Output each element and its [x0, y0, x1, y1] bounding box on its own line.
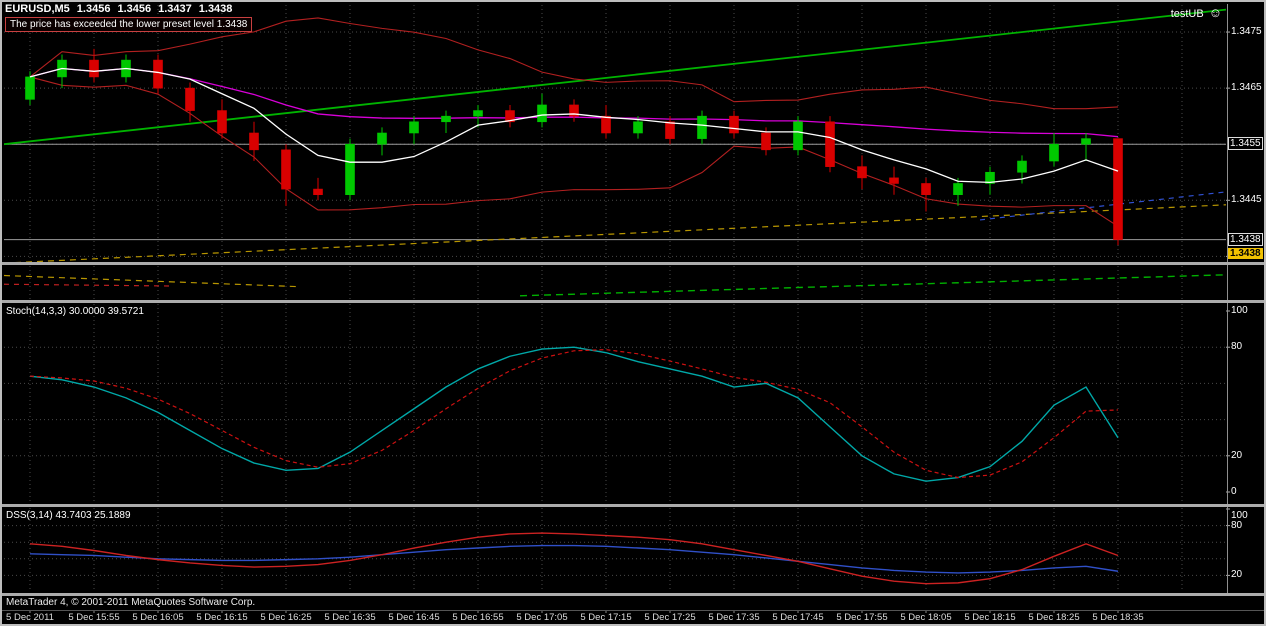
- panel-splitter[interactable]: [2, 593, 1264, 596]
- strip-indicator-line: [3, 274, 301, 288]
- strip-indicator-line: [3, 283, 171, 287]
- panel-splitter[interactable]: [2, 262, 1264, 265]
- candlestick-series: [25, 48, 1123, 246]
- stoch-main-line: [29, 346, 1119, 482]
- stoch-indicator-label: Stoch(14,3,3) 30.0000 39.5721: [6, 306, 144, 317]
- quote-high: 1.3456: [117, 3, 152, 15]
- alert-message: The price has exceeded the lower preset …: [5, 17, 253, 32]
- quote-header: EURUSD,M5 1.3456 1.3456 1.3437 1.3438: [5, 3, 239, 15]
- quote-open: 1.3456: [76, 3, 111, 15]
- upper-band-line: [29, 17, 1119, 110]
- quote-low: 1.3437: [158, 3, 192, 15]
- lower-band-line: [29, 76, 1119, 227]
- smiley-icon: ☺: [1208, 5, 1222, 20]
- dss-indicator-label: DSS(3,14) 43.7403 25.1889: [6, 510, 131, 521]
- watermark-text: testUB: [1170, 8, 1204, 20]
- stoch-signal-line: [29, 349, 1119, 479]
- trend-line: [4, 8, 1226, 146]
- price-axis-separator: [1227, 4, 1228, 593]
- dss-red-line: [29, 532, 1119, 585]
- strip-indicator-line: [519, 274, 1227, 297]
- panel-splitter[interactable]: [2, 504, 1264, 507]
- fast-ma-line: [29, 67, 1119, 184]
- account-watermark: testUB ☺: [1171, 5, 1222, 20]
- copyright-text: MetaTrader 4, © 2001-2011 MetaQuotes Sof…: [6, 597, 256, 608]
- dss-blue-line: [29, 544, 1119, 574]
- blue-dashed-line: [979, 191, 1226, 221]
- panel-splitter[interactable]: [2, 300, 1264, 303]
- symbol-period-label: EURUSD,M5: [5, 3, 70, 15]
- gold-dashed-line: [14, 204, 1226, 262]
- time-axis-separator: [2, 610, 1264, 611]
- quote-close: 1.3438: [198, 3, 233, 15]
